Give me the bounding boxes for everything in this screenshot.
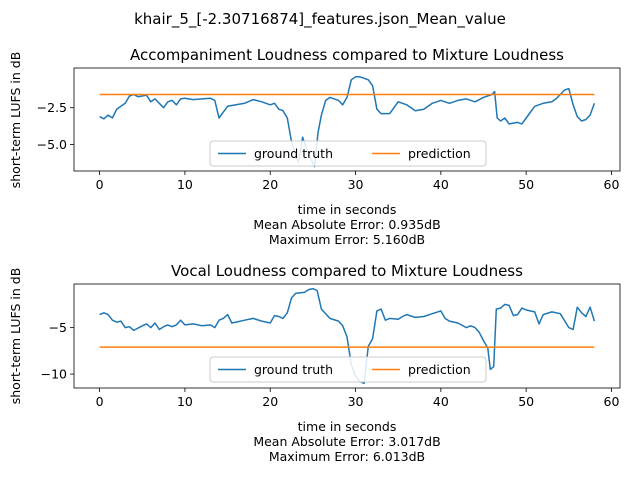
x-axis-label: time in seconds bbox=[298, 419, 397, 434]
x-tick-label: 0 bbox=[96, 177, 104, 192]
accompaniment-subplot: Accompaniment Loudness compared to Mixtu… bbox=[8, 46, 621, 247]
legend-ground-truth: ground truth bbox=[254, 146, 333, 161]
mean-absolute-error: Mean Absolute Error: 3.017dB bbox=[253, 434, 440, 449]
x-tick-label: 0 bbox=[96, 394, 104, 409]
x-axis-label: time in seconds bbox=[298, 202, 397, 217]
x-tick-label: 30 bbox=[348, 177, 364, 192]
y-tick-label: −5.0 bbox=[37, 137, 67, 152]
x-tick-label: 50 bbox=[518, 394, 534, 409]
legend-box bbox=[209, 356, 487, 383]
series-line-ground-truth bbox=[99, 287, 596, 385]
x-tick-label: 60 bbox=[604, 394, 620, 409]
legend-ground-truth: ground truth bbox=[254, 362, 333, 377]
x-tick-label: 10 bbox=[177, 394, 193, 409]
x-tick-label: 30 bbox=[348, 394, 364, 409]
x-tick-label: 60 bbox=[604, 177, 620, 192]
subplot-title: Vocal Loudness compared to Mixture Loudn… bbox=[171, 262, 523, 280]
x-tick-label: 40 bbox=[433, 177, 449, 192]
series-layer bbox=[99, 287, 596, 385]
y-axis-label: short-term LUFS in dB bbox=[8, 268, 23, 405]
subplot-title: Accompaniment Loudness compared to Mixtu… bbox=[130, 46, 564, 64]
y-tick-label: −10 bbox=[41, 367, 67, 382]
y-tick-label: −2.5 bbox=[37, 100, 67, 115]
legend: ground truth prediction bbox=[209, 356, 487, 383]
y-axis-label: short-term LUFS in dB bbox=[8, 52, 23, 189]
legend-box bbox=[209, 140, 487, 167]
mean-absolute-error: Mean Absolute Error: 0.935dB bbox=[253, 217, 440, 232]
tick-layer: 0 10 20 30 40 50 60 −5 −10 bbox=[41, 320, 620, 409]
x-tick-label: 50 bbox=[518, 177, 534, 192]
x-tick-label: 20 bbox=[262, 394, 278, 409]
maximum-error: Maximum Error: 5.160dB bbox=[269, 232, 425, 247]
tick-layer: 0 10 20 30 40 50 60 −2.5 −5.0 bbox=[37, 100, 620, 192]
vocal-subplot: Vocal Loudness compared to Mixture Loudn… bbox=[8, 262, 621, 464]
figure-suptitle: khair_5_[-2.30716874]_features.json_Mean… bbox=[134, 10, 506, 29]
legend: ground truth prediction bbox=[209, 140, 487, 167]
plot-frame bbox=[73, 67, 621, 172]
legend-prediction: prediction bbox=[408, 362, 471, 377]
maximum-error: Maximum Error: 6.013dB bbox=[269, 449, 425, 464]
x-tick-label: 20 bbox=[262, 177, 278, 192]
series-layer bbox=[99, 76, 596, 168]
x-tick-label: 10 bbox=[177, 177, 193, 192]
plot-frame bbox=[73, 283, 621, 389]
legend-prediction: prediction bbox=[408, 146, 471, 161]
y-tick-label: −5 bbox=[49, 320, 67, 335]
series-line-ground-truth bbox=[99, 76, 596, 168]
x-tick-label: 40 bbox=[433, 394, 449, 409]
